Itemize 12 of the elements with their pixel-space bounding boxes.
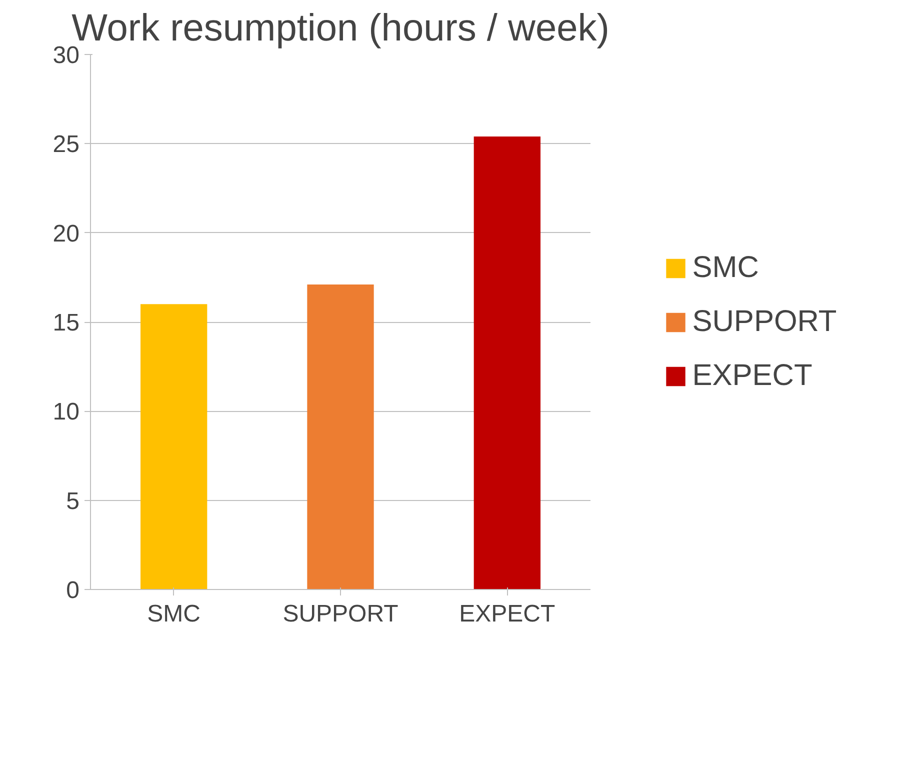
x-tick-label: SMC	[147, 600, 201, 628]
legend-label: SUPPORT	[692, 304, 837, 338]
y-tick-label: 20	[52, 220, 80, 248]
x-tick-label: EXPECT	[459, 600, 556, 628]
legend-label: SMC	[692, 250, 759, 284]
y-tick-label: 10	[52, 398, 80, 426]
legend-label: EXPECT	[692, 358, 812, 392]
y-tick-label: 15	[52, 310, 80, 336]
y-tick-label: 5	[66, 488, 80, 515]
y-tick-label: 0	[66, 577, 80, 604]
x-tick-label: SUPPORT	[282, 600, 399, 628]
y-tick-label: 25	[52, 131, 80, 158]
